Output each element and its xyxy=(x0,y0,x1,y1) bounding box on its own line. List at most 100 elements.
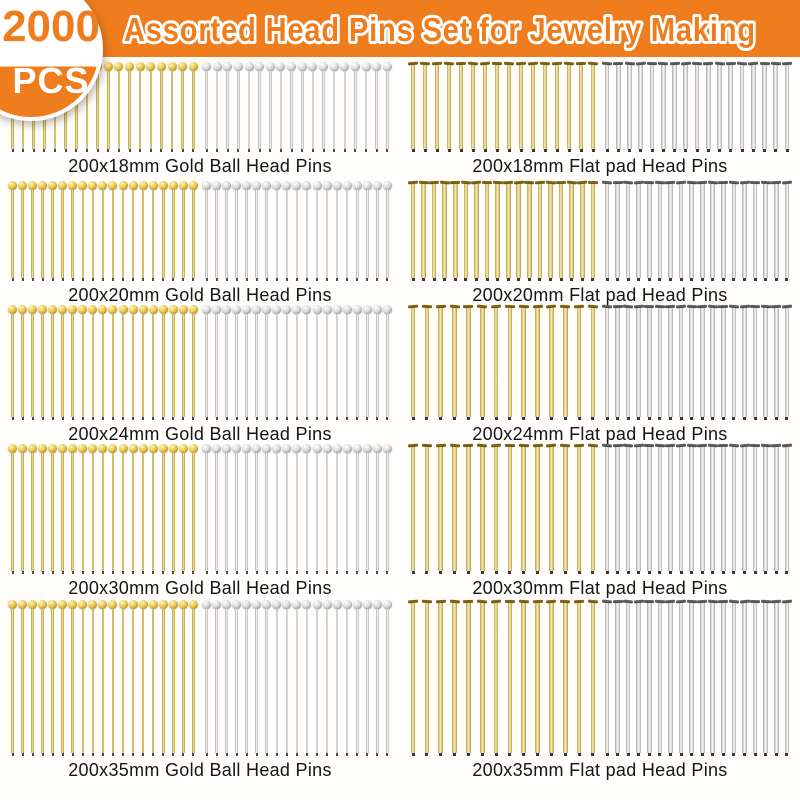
pin-tip xyxy=(111,571,114,574)
pin-cluster xyxy=(406,304,794,420)
ball-head xyxy=(68,181,78,190)
pin-tip xyxy=(21,417,24,420)
ball-head xyxy=(78,305,88,314)
pin-stem xyxy=(11,609,14,753)
pin-tip xyxy=(71,278,74,281)
pin-tip xyxy=(605,149,609,152)
ball-head xyxy=(128,181,138,190)
pin-tip xyxy=(245,571,248,574)
pin-stem xyxy=(566,64,572,149)
pin-stem xyxy=(315,609,319,753)
silver-flat-head-pin xyxy=(654,443,665,574)
ball-head xyxy=(158,600,168,609)
pin-stem xyxy=(507,602,513,753)
silver-flat-head-pin xyxy=(612,443,623,574)
silver-ball-head-pin xyxy=(302,305,312,420)
pin-tip xyxy=(41,278,44,281)
ball-head xyxy=(287,62,297,71)
silver-ball-head-pin xyxy=(352,444,362,574)
flat-pad-head xyxy=(750,599,761,603)
pin-tip xyxy=(658,571,662,574)
silver-ball-head-pin xyxy=(352,600,362,756)
silver-ball-head-pin xyxy=(362,181,372,281)
pin-stem xyxy=(225,609,228,753)
gold-flat-head-pin xyxy=(513,180,524,281)
pin-stem xyxy=(295,609,299,753)
silver-flat-head-pin xyxy=(781,180,792,281)
pin-tip xyxy=(690,278,694,281)
pin-tip xyxy=(774,571,778,574)
flat-pad-head xyxy=(471,180,482,185)
pin-tip xyxy=(149,149,152,152)
flat-pad-head xyxy=(407,304,419,309)
gold-ball-head-pin xyxy=(78,305,88,420)
pin-tip xyxy=(439,417,443,420)
pin-stem xyxy=(285,453,289,571)
pin-stem xyxy=(141,609,145,753)
pin-tip xyxy=(563,417,567,420)
pin-stem xyxy=(131,314,135,417)
pin-stem xyxy=(452,602,457,753)
silver-ball-head-pin xyxy=(282,444,292,574)
pin-tip xyxy=(290,149,293,152)
flat-pad-head xyxy=(675,443,687,448)
silver-ball-head-pin xyxy=(302,181,312,281)
gold-flat-head-pin xyxy=(482,180,493,281)
silver-flat-head-pin xyxy=(739,180,750,281)
pin-stem xyxy=(31,609,34,753)
ball-head xyxy=(178,305,188,314)
gold-ball-head-pin xyxy=(38,181,48,281)
pin-stem xyxy=(215,314,218,417)
pin-stem xyxy=(773,602,779,753)
ball-head xyxy=(340,62,350,71)
silver-ball-head-pin xyxy=(287,62,297,152)
flat-pad-head xyxy=(503,180,514,184)
flat-pad-head xyxy=(686,180,697,184)
silver-flat-head-pin xyxy=(623,304,634,420)
pin-tip xyxy=(690,753,694,756)
ball-head xyxy=(202,305,211,314)
pin-tip xyxy=(376,753,379,756)
silver-pins-group xyxy=(600,599,794,756)
gold-ball-head-pin xyxy=(156,62,166,152)
pin-tip xyxy=(265,278,268,281)
pin-tip xyxy=(753,278,757,281)
title-banner-svg: Assorted Head Pins Set for Jewelry Makin… xyxy=(121,8,758,51)
pin-tip xyxy=(616,571,620,574)
flat-pad-head xyxy=(587,443,599,448)
pin-stem xyxy=(131,453,135,571)
pin-tip xyxy=(494,753,498,756)
pin-stem xyxy=(424,446,430,571)
ball-head xyxy=(312,181,322,190)
silver-ball-head-pin xyxy=(292,181,302,281)
silver-flat-head-pin xyxy=(718,304,729,420)
gold-ball-head-pin xyxy=(18,444,28,574)
ball-head xyxy=(202,181,211,190)
silver-flat-head-pin xyxy=(633,443,644,574)
pin-cluster xyxy=(6,305,394,420)
silver-flat-head-pin xyxy=(760,599,771,756)
gold-ball-head-pin xyxy=(8,444,17,574)
flat-pad-head xyxy=(633,599,644,604)
pin-tip xyxy=(21,278,24,281)
gold-ball-head-pin xyxy=(8,181,17,281)
silver-flat-head-pin xyxy=(665,304,676,420)
pin-tip xyxy=(423,149,427,152)
pin-tip xyxy=(549,753,553,756)
gold-flat-head-pin xyxy=(449,599,460,756)
pin-tip xyxy=(626,417,630,420)
pin-stem xyxy=(431,183,437,278)
pin-stem xyxy=(422,64,428,149)
flat-pad-head xyxy=(504,304,515,308)
pin-tip xyxy=(605,278,609,281)
gold-ball-head-pin xyxy=(108,305,118,420)
silver-flat-head-pin xyxy=(612,180,623,281)
silver-flat-head-pin xyxy=(728,304,740,420)
ball-head xyxy=(103,62,113,71)
silver-ball-head-pin xyxy=(233,62,243,152)
silver-ball-head-pin xyxy=(232,600,242,756)
ball-head xyxy=(272,444,282,453)
pin-tip xyxy=(71,753,74,756)
gold-ball-head-pin xyxy=(188,444,198,574)
silver-flat-head-pin xyxy=(739,599,750,756)
